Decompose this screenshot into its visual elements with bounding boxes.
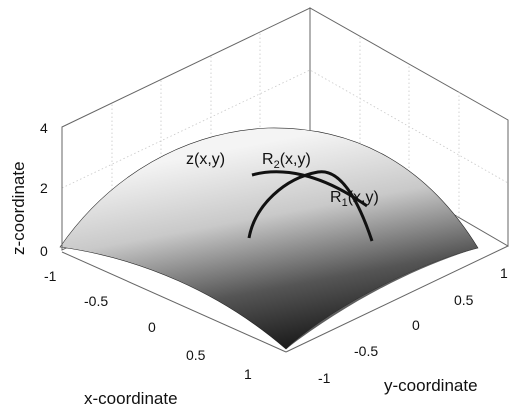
surface-curves	[247, 170, 374, 242]
y-tick-label: 0.5	[454, 292, 474, 308]
curve-label-r1-sub: 1	[342, 197, 348, 209]
z-tick-label: 4	[40, 120, 48, 136]
x-axis: -1 -0.5 0 0.5 1 x-coordinate	[44, 251, 287, 408]
y-axis-label: y-coordinate	[384, 376, 478, 395]
curve-label-r1: R1(x,y)	[330, 189, 379, 209]
curve-r1	[247, 170, 374, 242]
z-axis-label: z-coordinate	[9, 161, 28, 255]
y-tick-label: -1	[318, 370, 331, 386]
x-axis-line	[61, 251, 287, 353]
z-tick-label: 0	[40, 243, 48, 259]
y-tick-label: 0	[412, 317, 420, 333]
x-tick-label: 0	[148, 319, 156, 335]
y-tick-label: -0.5	[354, 343, 378, 359]
x-tick-label: -0.5	[84, 293, 108, 309]
surface	[59, 127, 479, 350]
curve-label-r2-base: R	[262, 151, 274, 168]
x-axis-label: x-coordinate	[84, 389, 178, 408]
y-tick-label: 1	[500, 265, 508, 281]
surface-top	[59, 127, 479, 350]
x-tick-label: -1	[44, 268, 57, 284]
x-tick-label: 0.5	[186, 347, 206, 363]
curve-label-r2-rest: (x,y)	[280, 151, 311, 168]
y-axis-line	[285, 245, 509, 353]
surface-label: z(x,y)	[186, 151, 225, 168]
x-tick-label: 1	[244, 366, 252, 382]
curve-label-r2: R2(x,y)	[262, 151, 311, 171]
z-axis: 0 2 4 z-coordinate	[9, 120, 63, 259]
curve-r2	[251, 170, 368, 208]
curve-label-r2-sub: 2	[274, 159, 280, 171]
y-axis: -1 -0.5 0 0.5 1 y-coordinate	[285, 245, 509, 395]
z-tick-label: 2	[40, 180, 48, 196]
curve-label-r1-base: R	[330, 189, 342, 206]
curve-label-r1-rest: (x,y)	[348, 189, 379, 206]
